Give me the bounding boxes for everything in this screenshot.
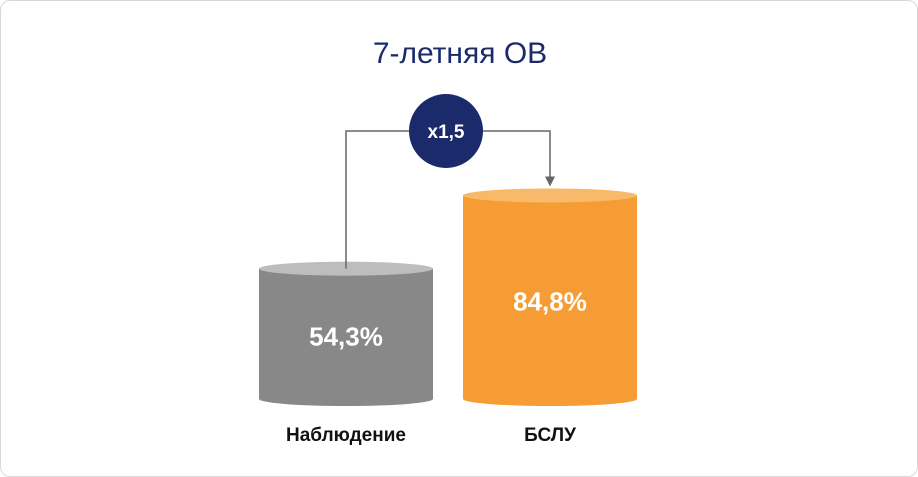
bar-2: 84,8% bbox=[463, 188, 637, 406]
arrow-head-icon bbox=[545, 176, 555, 187]
comparison-connector: x1,5 bbox=[345, 94, 555, 269]
bar-body bbox=[259, 268, 433, 406]
bar-body bbox=[463, 195, 637, 406]
multiplier-badge bbox=[409, 94, 483, 168]
bar-value-label: 84,8% bbox=[513, 286, 587, 316]
category-label: Наблюдение bbox=[286, 425, 406, 446]
chart-title: 7-летняя ОВ bbox=[373, 37, 547, 70]
bar-value-label: 54,3% bbox=[309, 321, 383, 351]
category-labels: Наблюдение БСЛУ bbox=[286, 425, 576, 446]
multiplier-label: x1,5 bbox=[428, 122, 465, 143]
bar-top bbox=[463, 188, 637, 203]
bars-group: 54,3% 84,8% bbox=[259, 188, 637, 406]
bar-1: 54,3% bbox=[259, 261, 433, 406]
category-label: БСЛУ bbox=[524, 425, 576, 446]
